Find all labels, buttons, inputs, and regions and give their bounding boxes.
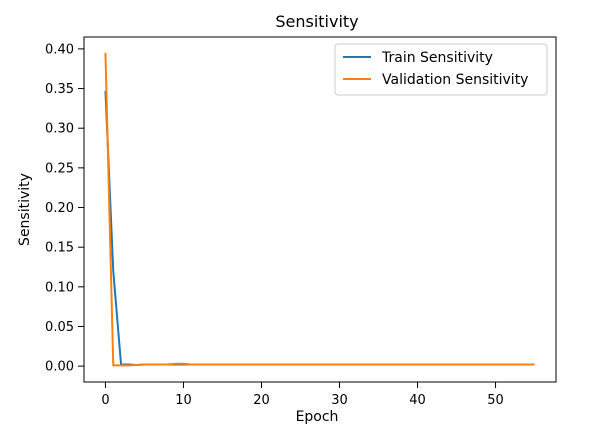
legend-box [334, 43, 548, 96]
x-tick-label: 20 [253, 393, 270, 408]
x-tick-label: 0 [101, 393, 109, 408]
y-tick-label: 0.25 [45, 161, 74, 176]
x-tick-label: 50 [487, 393, 504, 408]
y-tick-label: 0.20 [45, 201, 74, 216]
series-line-validation-sensitivity [104, 52, 535, 367]
y-tick-label: 0.40 [45, 42, 74, 57]
legend-label-train-sensitivity: Train Sensitivity [381, 50, 493, 66]
x-tick-label: 30 [331, 393, 348, 408]
y-tick-label: 0.15 [45, 241, 74, 256]
y-tick-label: 0.10 [45, 280, 74, 295]
chart-title: Sensitivity [275, 12, 358, 31]
y-axis: 0.00 0.05 0.10 0.15 0.20 0.25 0.30 0.35 0.40 [45, 42, 84, 375]
legend-label-validation-sensitivity: Validation Sensitivity [382, 72, 528, 88]
legend: Train Sensitivity Validation Sensitivity [334, 43, 548, 96]
x-axis: 0 10 20 30 40 50 [101, 382, 504, 408]
y-tick-label: 0.35 [45, 82, 74, 97]
y-axis-label: Sensitivity [17, 173, 33, 246]
series-lines [104, 52, 535, 367]
y-tick-label: 0.30 [45, 122, 74, 137]
x-tick-label: 10 [175, 393, 192, 408]
x-axis-label: Epoch [296, 409, 339, 425]
y-tick-label: 0.05 [45, 320, 74, 335]
y-tick-label: 0.00 [45, 360, 74, 375]
x-tick-label: 40 [409, 393, 426, 408]
